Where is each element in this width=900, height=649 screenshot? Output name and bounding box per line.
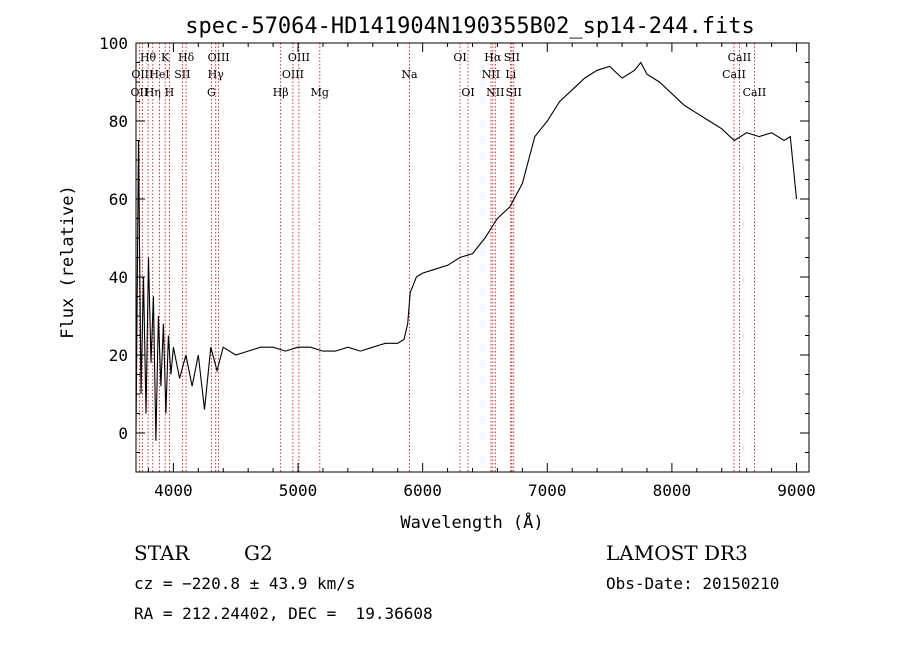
line-marker-label: SII: [504, 51, 520, 64]
line-marker-label: Hγ: [208, 68, 225, 81]
line-markers-group: [138, 43, 755, 472]
x-tick-label: 9000: [777, 481, 816, 500]
y-tick-label: 0: [118, 424, 128, 443]
plot-frame: [135, 42, 810, 473]
line-marker-label: SII: [174, 68, 190, 81]
line-marker-label: HeI: [149, 68, 169, 81]
line-marker-label: H: [165, 86, 175, 99]
line-marker-label: CaII: [743, 86, 767, 99]
survey-name: LAMOST DR3: [606, 541, 748, 565]
line-marker-label: CaII: [728, 51, 752, 64]
redshift-cz: cz = −220.8 ± 43.9 km/s: [134, 574, 356, 593]
line-marker-label: Mg: [311, 86, 329, 99]
x-tick-label: 7000: [528, 481, 567, 500]
subclass: G2: [244, 541, 273, 565]
line-marker-label: Na: [401, 68, 418, 81]
line-marker-label: OIII: [131, 68, 153, 81]
line-marker-label: OIII: [208, 51, 230, 64]
y-tick-label: 40: [109, 268, 128, 287]
x-axis: 4000 5000 6000 7000 8000 9000: [147, 43, 816, 500]
line-marker-label: Hη: [145, 86, 161, 99]
object-class: STAR: [134, 541, 190, 565]
line-marker-labels: OII Hθ OIII Hη HeI K H SII Hδ G Hγ OIII Hβ OIII OIII Mg…: [131, 51, 767, 99]
line-marker-label: NII: [486, 86, 504, 99]
obs-date: Obs-Date: 20150210: [606, 574, 780, 593]
line-marker-label: K: [161, 51, 170, 64]
x-tick-label: 6000: [403, 481, 442, 500]
line-marker-label: NII: [482, 68, 500, 81]
coordinates: RA = 212.24402, DEC = 19.36608: [134, 604, 433, 623]
x-tick-label: 5000: [279, 481, 318, 500]
line-marker-label: OIII: [288, 51, 310, 64]
line-marker-label: OIII: [282, 68, 304, 81]
line-marker-label: G: [207, 86, 216, 99]
line-marker-label: OI: [453, 51, 466, 64]
y-axis-label: Flux (relative): [58, 185, 78, 339]
line-marker-label: Hβ: [273, 86, 289, 99]
line-marker-label: Hδ: [178, 51, 195, 64]
y-tick-label: 80: [109, 112, 128, 131]
chart-title: spec-57064-HD141904N190355B02_sp14-244.f…: [185, 14, 755, 39]
y-tick-label: 20: [109, 346, 128, 365]
x-axis-label: Wavelength (Å): [400, 511, 543, 533]
line-marker-label: OII: [131, 86, 149, 99]
spectrum-line: [135, 61, 798, 441]
line-marker-label: OI: [461, 86, 474, 99]
line-marker-label: CaII: [722, 68, 746, 81]
x-tick-label: 8000: [653, 481, 692, 500]
line-marker-label: SII: [506, 86, 522, 99]
line-marker-label: Hθ: [140, 51, 157, 64]
line-marker-label: Hα: [484, 51, 502, 64]
y-tick-label: 60: [109, 190, 128, 209]
x-tick-label: 4000: [154, 481, 193, 500]
line-marker-label: Li: [505, 68, 516, 81]
y-axis: 0 20 40 60 80 100: [99, 34, 809, 453]
y-tick-label: 100: [99, 34, 128, 53]
